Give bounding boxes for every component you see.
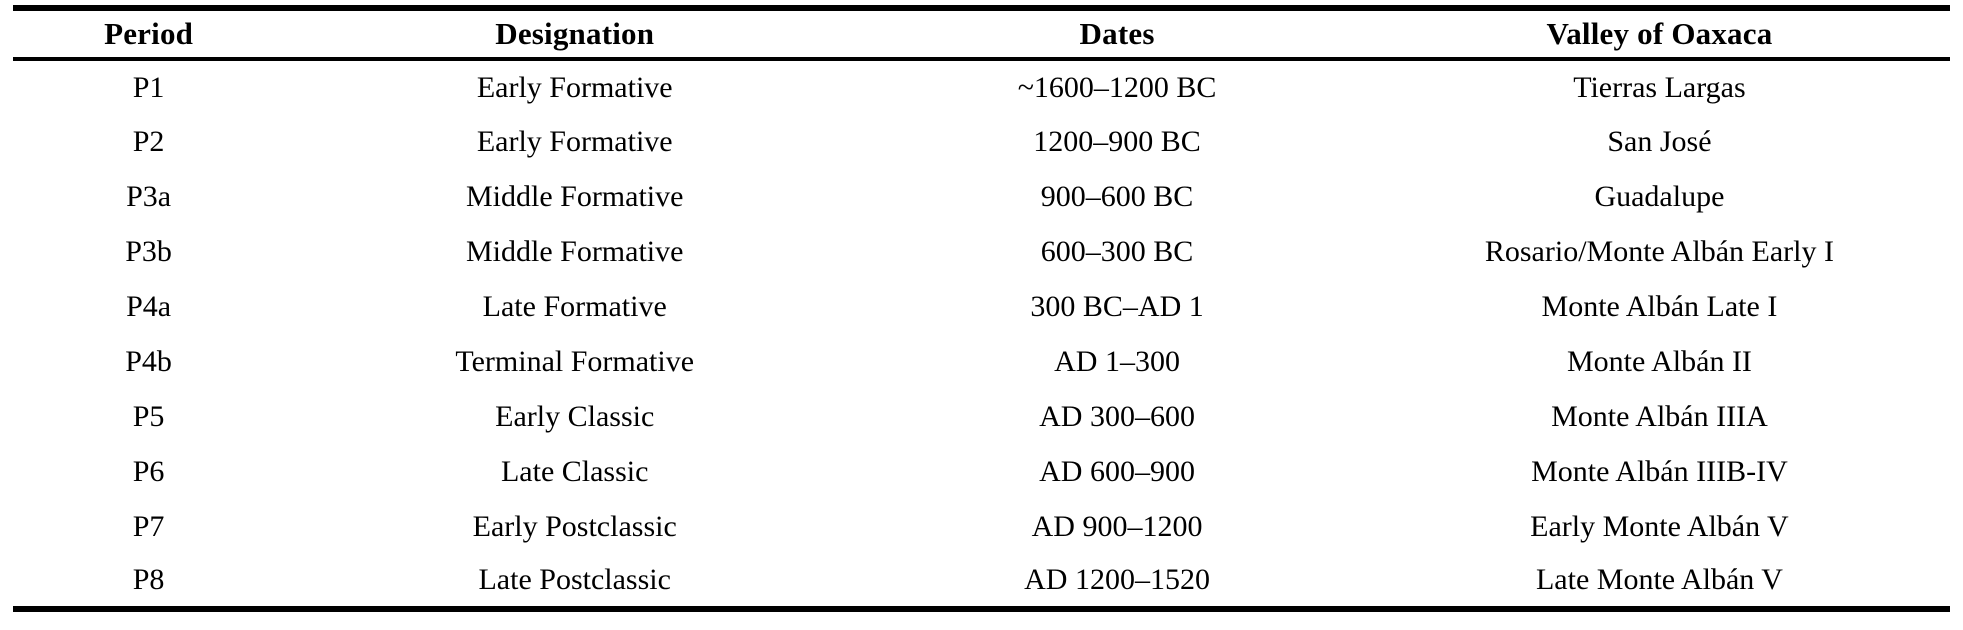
cell-valley: Monte Albán Late I	[1541, 289, 1778, 323]
table-row: P8 Late Postclassic AD 1200–1520 Late Mo…	[13, 554, 1950, 609]
table-row: P4a Late Formative 300 BC–AD 1 Monte Alb…	[13, 279, 1950, 334]
cell-dates: 900–600 BC	[1040, 179, 1194, 213]
cell-dates: AD 1200–1520	[1024, 563, 1210, 596]
cell-designation: Late Classic	[500, 454, 649, 488]
table-row: P5 Early Classic AD 300–600 Monte Albán …	[13, 389, 1950, 444]
header-row: Period Designation Dates Valley of Oaxac…	[13, 8, 1950, 59]
cell-designation: Terminal Formative	[455, 344, 695, 378]
cell-period: P1	[132, 70, 165, 104]
cell-designation: Late Postclassic	[478, 563, 671, 596]
cell-dates: AD 600–900	[1039, 454, 1195, 488]
column-header-designation: Designation	[495, 16, 655, 51]
cell-designation: Middle Formative	[465, 234, 684, 268]
cell-valley: Monte Albán IIIA	[1551, 399, 1768, 433]
table-row: P7 Early Postclassic AD 900–1200 Early M…	[13, 499, 1950, 554]
cell-valley: Monte Albán II	[1566, 344, 1752, 378]
cell-valley: Late Monte Albán V	[1535, 563, 1783, 596]
cell-dates: 600–300 BC	[1040, 234, 1194, 268]
column-header-dates: Dates	[1079, 16, 1155, 51]
cell-period: P7	[132, 509, 165, 543]
cell-designation: Early Formative	[476, 124, 673, 158]
cell-period: P6	[132, 454, 165, 488]
cell-period: P3a	[126, 179, 172, 213]
cell-valley: San José	[1607, 124, 1712, 158]
cell-valley: Guadalupe	[1594, 179, 1725, 213]
cell-dates: 300 BC–AD 1	[1030, 289, 1204, 323]
cell-dates: AD 1–300	[1054, 344, 1180, 378]
table-row: P3b Middle Formative 600–300 BC Rosario/…	[13, 224, 1950, 279]
column-header-period: Period	[104, 16, 194, 51]
table-row: P6 Late Classic AD 600–900 Monte Albán I…	[13, 444, 1950, 499]
cell-designation: Early Formative	[476, 70, 673, 104]
table-row: P1 Early Formative ~1600–1200 BC Tierras…	[13, 59, 1950, 114]
cell-period: P8	[132, 563, 165, 596]
cell-dates: AD 900–1200	[1031, 509, 1203, 543]
cell-period: P3b	[125, 234, 172, 268]
cell-period: P5	[132, 399, 165, 433]
cell-period: P2	[132, 124, 165, 158]
cell-designation: Early Classic	[495, 399, 655, 433]
cell-valley: Tierras Largas	[1573, 70, 1746, 104]
cell-period: P4a	[126, 289, 172, 323]
cell-valley: Monte Albán IIIB-IV	[1531, 454, 1788, 488]
chronology-table: Period Designation Dates Valley of Oaxac…	[13, 5, 1950, 612]
cell-designation: Late Formative	[482, 289, 667, 323]
cell-dates: ~1600–1200 BC	[1017, 70, 1217, 104]
column-header-valley: Valley of Oaxaca	[1546, 16, 1773, 51]
cell-dates: 1200–900 BC	[1033, 124, 1201, 158]
table-row: P4b Terminal Formative AD 1–300 Monte Al…	[13, 334, 1950, 389]
table-row: P3a Middle Formative 900–600 BC Guadalup…	[13, 169, 1950, 224]
cell-dates: AD 300–600	[1039, 399, 1195, 433]
cell-valley: Rosario/Monte Albán Early I	[1484, 234, 1834, 268]
table-row: P2 Early Formative 1200–900 BC San José	[13, 114, 1950, 169]
cell-valley: Early Monte Albán V	[1530, 509, 1789, 543]
cell-period: P4b	[125, 344, 172, 378]
cell-designation: Middle Formative	[465, 179, 684, 213]
cell-designation: Early Postclassic	[472, 509, 677, 543]
